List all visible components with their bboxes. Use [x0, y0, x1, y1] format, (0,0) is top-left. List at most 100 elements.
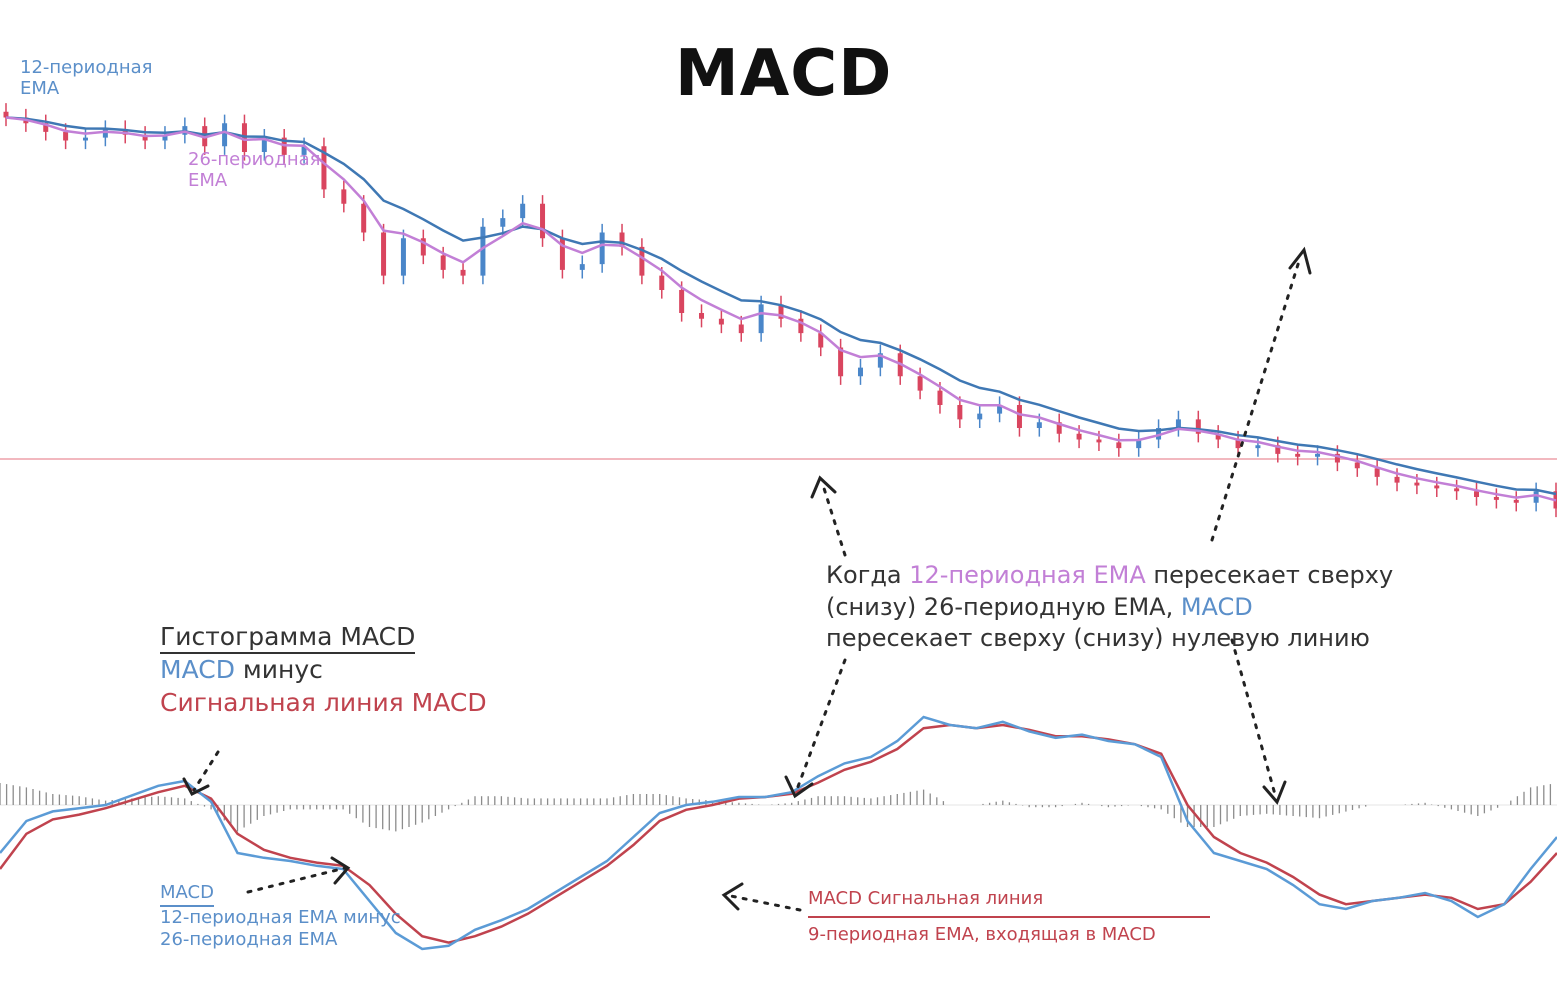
candle-body	[500, 218, 506, 227]
candle-body	[1275, 445, 1281, 454]
candle-body	[758, 304, 764, 334]
candle-body	[261, 137, 267, 152]
candle-body	[102, 129, 108, 138]
arrowhead-macd-zero-2	[1262, 780, 1287, 805]
arrow-to-ema-cross	[820, 480, 847, 557]
ema26-label: 26-периодная EMA	[188, 149, 320, 191]
ema12-label-line1: 12-периодная	[20, 57, 153, 78]
candle-body	[1056, 422, 1062, 434]
candle-body	[222, 123, 228, 147]
candle-body	[1474, 491, 1480, 497]
candle-body	[202, 126, 208, 147]
histogram-note-minus: минус	[234, 655, 323, 684]
candle-body	[1255, 445, 1261, 449]
candle-body	[63, 131, 69, 141]
candle-body	[699, 313, 705, 319]
ema12-label: 12-периодная EMA	[20, 57, 153, 99]
candle-body	[1334, 453, 1340, 463]
candle-body	[1136, 439, 1142, 449]
candle-body	[1493, 497, 1499, 500]
arrow-to-macd-zero-1	[794, 658, 847, 794]
candle-body	[420, 238, 426, 256]
macd-line	[0, 715, 1557, 951]
candle-body	[321, 146, 327, 190]
arrowhead-histogram	[182, 777, 210, 796]
candle-body	[1454, 488, 1460, 492]
candle-body	[1096, 439, 1102, 443]
candle-body	[1354, 462, 1360, 469]
macd-note-line2: 12-периодная EMA минус	[160, 906, 401, 928]
candle-body	[838, 347, 844, 377]
candle-body	[1235, 439, 1241, 449]
arrowhead-ema-cross	[810, 475, 837, 499]
candle-body	[480, 226, 486, 276]
candle-body	[997, 405, 1003, 414]
candle-body	[1076, 433, 1082, 440]
macd-histogram	[0, 783, 1552, 832]
candle-body	[1533, 491, 1539, 503]
candle-body	[1513, 499, 1519, 503]
candle-body	[559, 238, 565, 270]
arrow-to-peak-cross	[1210, 256, 1302, 542]
candle-body	[341, 189, 347, 204]
arrowhead-macd-zero-1	[784, 775, 814, 799]
ema26-line	[5, 116, 1557, 496]
candle-body	[1315, 453, 1321, 457]
candle-body	[1036, 422, 1042, 428]
candle-body	[43, 123, 49, 132]
candle-body	[3, 111, 9, 118]
histogram-note-signal: Сигнальная линия MACD	[160, 688, 487, 717]
arrowhead-macd-line	[330, 856, 351, 885]
macd-note-title: MACD	[160, 882, 214, 907]
candle-body	[798, 318, 804, 334]
candle-body	[1434, 485, 1440, 489]
candle-body	[520, 203, 526, 219]
candle-body	[301, 146, 307, 155]
candle-body	[460, 269, 466, 276]
candle-body	[440, 255, 446, 270]
annotation-macd: MACD	[1180, 592, 1253, 621]
arrow-to-macd-zero-2	[1230, 638, 1278, 800]
candle-body	[619, 232, 625, 247]
candle-body	[361, 203, 367, 233]
ema12-label-line2: EMA	[20, 77, 60, 99]
candle-body	[579, 264, 585, 270]
candle-body	[639, 246, 645, 276]
candle-body	[142, 134, 148, 141]
candle-body	[1295, 453, 1301, 457]
histogram-note-title: Гистограмма MACD	[160, 622, 416, 654]
histogram-note-line2: MACD минус	[160, 653, 487, 686]
histogram-note-macd: MACD	[160, 655, 235, 684]
candle-body	[1215, 433, 1221, 440]
signal-note: MACD Сигнальная линия 9-периодная EMA, в…	[808, 890, 1210, 944]
candle-body	[1016, 405, 1022, 428]
candle-body	[718, 318, 724, 325]
candle-body	[818, 333, 824, 348]
candle-body	[1414, 482, 1420, 486]
macd-lines	[0, 715, 1557, 951]
candle-body	[82, 137, 88, 141]
signal-note-title: MACD Сигнальная линия	[808, 890, 1210, 918]
candle-body	[877, 353, 883, 368]
candle-body	[977, 413, 983, 420]
arrow-to-signal-line	[724, 893, 802, 912]
macd-note: MACD 12-периодная EMA минус 26-периодная…	[160, 882, 401, 952]
annotation-ema12: 12-периодная EMA	[909, 561, 1146, 589]
candle-body	[659, 275, 665, 290]
signal-note-line2: 9-периодная EMA, входящая в MACD	[808, 924, 1156, 945]
arrowhead-peak-cross	[1288, 246, 1312, 275]
candle-body	[1175, 419, 1181, 428]
chart-title: MACD	[675, 37, 893, 111]
candle-body	[957, 405, 963, 420]
candle-body	[400, 238, 406, 276]
annotation-line3: пересекает сверху (снизу) нулевую линию	[826, 624, 1370, 653]
candle-body	[679, 290, 685, 313]
candle-body	[162, 134, 168, 141]
histogram-note: Гистограмма MACD MACD минус Сигнальная л…	[160, 620, 487, 719]
candle-body	[599, 232, 605, 265]
candle-body	[937, 390, 943, 405]
candle-body	[1374, 468, 1380, 477]
candle-body	[778, 304, 784, 319]
ema-lines	[5, 116, 1557, 502]
